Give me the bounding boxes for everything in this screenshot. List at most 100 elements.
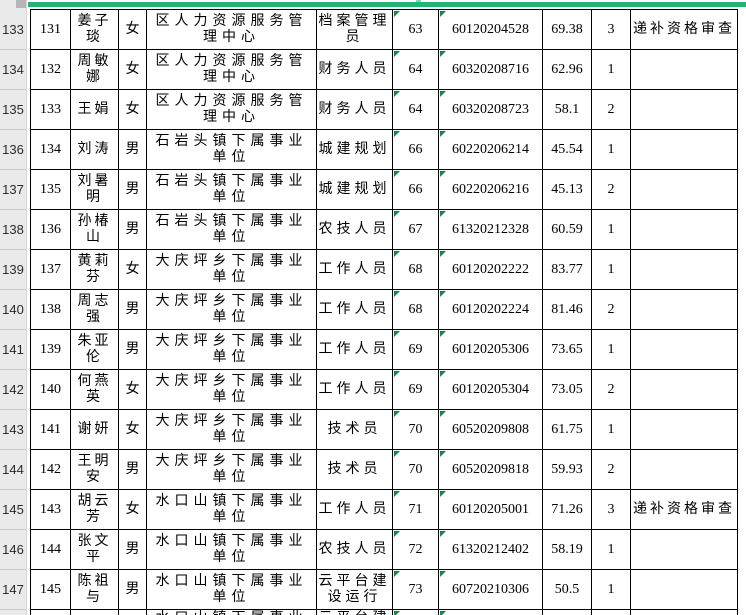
cell-unit[interactable]: 大庆坪乡下属事业单位 bbox=[146, 249, 317, 290]
cell-score[interactable]: 45.54 bbox=[542, 129, 592, 170]
cell-post-code[interactable]: 73 bbox=[392, 569, 439, 610]
cell-name[interactable]: 朱亚伦 bbox=[70, 329, 119, 370]
cell-name[interactable]: 姜子琰 bbox=[70, 9, 119, 50]
cell-post-code[interactable]: 68 bbox=[392, 249, 439, 290]
cell-name[interactable]: 周志强 bbox=[70, 289, 119, 330]
cell-score[interactable]: 62.96 bbox=[542, 49, 592, 90]
cell-post-code[interactable]: 64 bbox=[392, 89, 439, 130]
cell-seq[interactable]: 138 bbox=[30, 289, 71, 330]
cell-seq[interactable]: 137 bbox=[30, 249, 71, 290]
cell-position[interactable]: 工作人员 bbox=[316, 289, 393, 330]
cell-unit[interactable]: 大庆坪乡下属事业单位 bbox=[146, 329, 317, 370]
cell-post-code[interactable]: 67 bbox=[392, 209, 439, 250]
cell-post-code[interactable]: 69 bbox=[392, 369, 439, 410]
cell-gender[interactable]: 男 bbox=[118, 289, 147, 330]
row-header[interactable]: 136 bbox=[0, 130, 26, 170]
cell-post-code[interactable]: 71 bbox=[392, 489, 439, 530]
cell-gender[interactable]: 男 bbox=[118, 169, 147, 210]
cell-score[interactable]: 69.38 bbox=[542, 9, 592, 50]
cell-unit[interactable]: 区人力资源服务管理中心 bbox=[146, 9, 317, 50]
cell-remark[interactable] bbox=[630, 89, 738, 130]
cell-position[interactable]: 城建规划 bbox=[316, 129, 393, 170]
cell-gender[interactable]: 男 bbox=[118, 209, 147, 250]
cell-seq[interactable]: 131 bbox=[30, 9, 71, 50]
cell-rank[interactable]: 3 bbox=[591, 489, 631, 530]
cell-score[interactable]: 81.46 bbox=[542, 289, 592, 330]
cell-remark[interactable] bbox=[630, 289, 738, 330]
row-header[interactable]: 140 bbox=[0, 290, 26, 330]
cell-score[interactable]: 83.77 bbox=[542, 249, 592, 290]
cell-name[interactable]: 黄莉芬 bbox=[70, 249, 119, 290]
cell-seq[interactable]: 140 bbox=[30, 369, 71, 410]
cell-score[interactable]: 58.1 bbox=[542, 89, 592, 130]
cell-name[interactable]: 孙椿山 bbox=[70, 209, 119, 250]
cell-rank[interactable]: 2 bbox=[591, 89, 631, 130]
cell-gender[interactable]: 女 bbox=[118, 489, 147, 530]
cell-unit[interactable]: 石岩头镇下属事业单位 bbox=[146, 209, 317, 250]
cell-name[interactable]: 谢妍 bbox=[70, 409, 119, 450]
cell-post-code[interactable]: 63 bbox=[392, 9, 439, 50]
cell-gender[interactable]: 男 bbox=[118, 529, 147, 570]
cell-position[interactable]: 财务人员 bbox=[316, 89, 393, 130]
row-header[interactable]: 144 bbox=[0, 450, 26, 490]
cell-post-code[interactable] bbox=[392, 609, 439, 615]
cell-exam-id[interactable]: 60120202222 bbox=[438, 249, 543, 290]
cell-remark[interactable] bbox=[630, 369, 738, 410]
cell-remark[interactable] bbox=[630, 169, 738, 210]
cell-rank[interactable]: 1 bbox=[591, 129, 631, 170]
cell-score[interactable]: 59.93 bbox=[542, 449, 592, 490]
cell-unit[interactable]: 大庆坪乡下属事业单位 bbox=[146, 369, 317, 410]
cell-remark[interactable] bbox=[630, 569, 738, 610]
cell-remark[interactable] bbox=[630, 609, 738, 615]
cell-gender[interactable]: 女 bbox=[118, 9, 147, 50]
cell-rank[interactable]: 2 bbox=[591, 449, 631, 490]
cell-unit[interactable]: 大庆坪乡下属事业单位 bbox=[146, 449, 317, 490]
cell-seq[interactable]: 141 bbox=[30, 409, 71, 450]
cell-post-code[interactable]: 70 bbox=[392, 409, 439, 450]
cell-seq[interactable]: 143 bbox=[30, 489, 71, 530]
cell-position[interactable]: 云平台建设运行 bbox=[316, 569, 393, 610]
cell-name[interactable]: 刘暑明 bbox=[70, 169, 119, 210]
cell-seq[interactable]: 144 bbox=[30, 529, 71, 570]
cell-rank[interactable]: 1 bbox=[591, 529, 631, 570]
cell-rank[interactable]: 1 bbox=[591, 249, 631, 290]
cell-name[interactable]: 王娟 bbox=[70, 89, 119, 130]
cell-score[interactable]: 50.5 bbox=[542, 569, 592, 610]
cell-position[interactable]: 工作人员 bbox=[316, 329, 393, 370]
cell-rank[interactable]: 1 bbox=[591, 49, 631, 90]
cell-name[interactable]: 何燕英 bbox=[70, 369, 119, 410]
cell-rank[interactable]: 3 bbox=[591, 9, 631, 50]
cell-name[interactable]: 刘涛 bbox=[70, 129, 119, 170]
cell-exam-id[interactable]: 60320208716 bbox=[438, 49, 543, 90]
cell-exam-id[interactable] bbox=[438, 609, 543, 615]
cell-exam-id[interactable]: 60220206216 bbox=[438, 169, 543, 210]
row-header[interactable]: 137 bbox=[0, 170, 26, 210]
cell-exam-id[interactable]: 61320212402 bbox=[438, 529, 543, 570]
cell-name[interactable]: 张文平 bbox=[70, 529, 119, 570]
cell-gender[interactable]: 女 bbox=[118, 49, 147, 90]
row-header[interactable]: 145 bbox=[0, 490, 26, 530]
cell-rank[interactable]: 1 bbox=[591, 569, 631, 610]
cell-remark[interactable] bbox=[630, 129, 738, 170]
cell-unit[interactable]: 石岩头镇下属事业单位 bbox=[146, 169, 317, 210]
cell-position[interactable]: 技术员 bbox=[316, 409, 393, 450]
cell-remark[interactable] bbox=[630, 409, 738, 450]
cell-remark[interactable]: 递补资格审查 bbox=[630, 489, 738, 530]
cell-score[interactable]: 60.59 bbox=[542, 209, 592, 250]
cell-unit[interactable]: 水口山镇下属事业单位 bbox=[146, 489, 317, 530]
cell-seq[interactable] bbox=[30, 609, 71, 615]
cell-gender[interactable]: 男 bbox=[118, 449, 147, 490]
cell-seq[interactable]: 142 bbox=[30, 449, 71, 490]
cell-gender[interactable]: 女 bbox=[118, 409, 147, 450]
cell-position[interactable]: 技术员 bbox=[316, 449, 393, 490]
cell-post-code[interactable]: 72 bbox=[392, 529, 439, 570]
cell-unit[interactable]: 大庆坪乡下属事业单位 bbox=[146, 409, 317, 450]
cell-seq[interactable]: 139 bbox=[30, 329, 71, 370]
cell-rank[interactable]: 2 bbox=[591, 289, 631, 330]
row-header[interactable]: 139 bbox=[0, 250, 26, 290]
cell-position[interactable]: 档案管理员 bbox=[316, 9, 393, 50]
cell-exam-id[interactable]: 60520209808 bbox=[438, 409, 543, 450]
cell-gender[interactable]: 男 bbox=[118, 129, 147, 170]
cell-exam-id[interactable]: 60520209818 bbox=[438, 449, 543, 490]
row-header[interactable]: 133 bbox=[0, 10, 26, 50]
